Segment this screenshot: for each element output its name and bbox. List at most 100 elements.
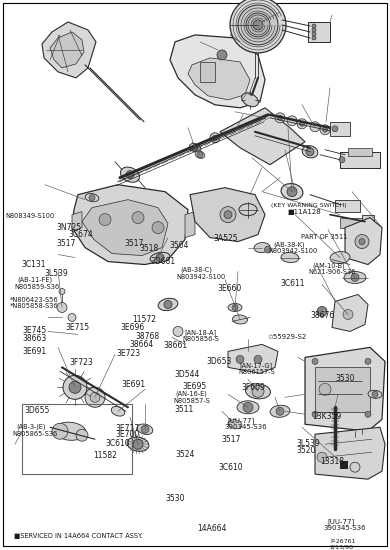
Ellipse shape [326, 398, 344, 408]
Ellipse shape [302, 146, 318, 158]
Circle shape [156, 254, 164, 262]
Text: 3C674: 3C674 [68, 230, 93, 239]
Text: [AN-17-G]: [AN-17-G] [239, 362, 272, 369]
Circle shape [132, 212, 144, 224]
Circle shape [173, 327, 183, 337]
Circle shape [275, 113, 285, 123]
Ellipse shape [232, 315, 248, 324]
Circle shape [220, 207, 236, 223]
Text: 3520: 3520 [296, 446, 316, 455]
Circle shape [89, 195, 95, 201]
Text: 3517: 3517 [222, 434, 241, 444]
Circle shape [76, 429, 88, 441]
Circle shape [57, 302, 67, 312]
Polygon shape [190, 188, 265, 241]
Ellipse shape [270, 405, 290, 417]
Ellipse shape [254, 243, 270, 252]
Circle shape [236, 355, 244, 364]
Circle shape [332, 126, 338, 132]
Ellipse shape [344, 272, 366, 283]
Polygon shape [188, 58, 250, 100]
Circle shape [372, 391, 378, 397]
Bar [340, 218, 362, 228]
Polygon shape [220, 108, 305, 164]
Text: 3C610: 3C610 [218, 463, 243, 472]
Circle shape [323, 127, 328, 132]
Text: 38768: 38768 [136, 332, 160, 340]
Text: *N806423-S56: *N806423-S56 [10, 297, 58, 303]
Text: 3E700: 3E700 [115, 430, 139, 439]
Text: 390345-S36: 390345-S36 [224, 424, 267, 430]
Circle shape [126, 170, 134, 179]
Polygon shape [50, 32, 84, 68]
Ellipse shape [281, 252, 299, 262]
Circle shape [312, 36, 316, 40]
Text: 3D653: 3D653 [206, 357, 231, 366]
Text: 3D655: 3D655 [24, 406, 50, 415]
Text: [UU-77]: [UU-77] [227, 417, 255, 424]
Text: [AN-18-A]: [AN-18-A] [184, 329, 216, 336]
Text: 3C610: 3C610 [105, 439, 130, 448]
Circle shape [197, 152, 203, 158]
Circle shape [306, 148, 314, 156]
Circle shape [253, 20, 263, 30]
Circle shape [217, 50, 227, 60]
Text: 38661: 38661 [163, 342, 187, 350]
Ellipse shape [127, 437, 149, 452]
Ellipse shape [239, 204, 257, 216]
Ellipse shape [246, 384, 271, 399]
Text: 3518: 3518 [140, 244, 159, 252]
Text: (KEY WARNING SWITCH): (KEY WARNING SWITCH) [271, 203, 347, 208]
Text: (AB-11-FE): (AB-11-FE) [18, 277, 53, 283]
Text: 14A664: 14A664 [197, 524, 227, 533]
Circle shape [69, 381, 81, 393]
Circle shape [287, 186, 297, 197]
Circle shape [312, 359, 318, 364]
Text: [UU-77]: [UU-77] [328, 518, 355, 525]
Circle shape [59, 289, 65, 294]
Circle shape [350, 462, 360, 472]
Circle shape [68, 314, 76, 321]
Circle shape [312, 411, 318, 417]
Circle shape [254, 355, 262, 364]
Ellipse shape [158, 298, 178, 311]
Ellipse shape [242, 93, 258, 107]
Text: ■SERVICED IN 14A664 CONTACT ASSY.: ■SERVICED IN 14A664 CONTACT ASSY. [14, 533, 143, 539]
Circle shape [355, 235, 369, 249]
Text: 38664: 38664 [129, 340, 154, 349]
Circle shape [276, 408, 284, 415]
Text: 3E717: 3E717 [115, 424, 139, 433]
Circle shape [230, 0, 286, 53]
Text: 3530: 3530 [335, 375, 355, 383]
Ellipse shape [85, 194, 99, 202]
Circle shape [312, 28, 316, 32]
Ellipse shape [368, 390, 382, 398]
Text: 3E691: 3E691 [122, 380, 146, 389]
Polygon shape [72, 212, 82, 232]
Bar [330, 122, 350, 136]
Text: ■11A128: ■11A128 [288, 209, 322, 215]
Bar [335, 200, 360, 212]
Polygon shape [345, 218, 382, 265]
Polygon shape [170, 35, 265, 108]
Text: N621-906-S36: N621-906-S36 [308, 270, 355, 276]
Text: 2/13/98: 2/13/98 [330, 544, 354, 549]
Polygon shape [72, 185, 188, 265]
Circle shape [232, 305, 238, 310]
Ellipse shape [330, 251, 350, 263]
Circle shape [164, 300, 172, 309]
Circle shape [365, 411, 371, 417]
Text: 3E715: 3E715 [66, 323, 90, 332]
Polygon shape [305, 348, 385, 431]
Text: 3L539: 3L539 [296, 439, 320, 448]
Text: N803942-S100: N803942-S100 [176, 274, 225, 280]
Circle shape [343, 310, 353, 320]
Text: 38663: 38663 [23, 334, 47, 343]
Polygon shape [42, 22, 96, 78]
Circle shape [317, 306, 327, 316]
Circle shape [320, 125, 330, 135]
Text: 3A525: 3A525 [214, 234, 238, 243]
Text: 3524: 3524 [176, 450, 195, 459]
Circle shape [312, 24, 316, 28]
Circle shape [213, 135, 218, 140]
